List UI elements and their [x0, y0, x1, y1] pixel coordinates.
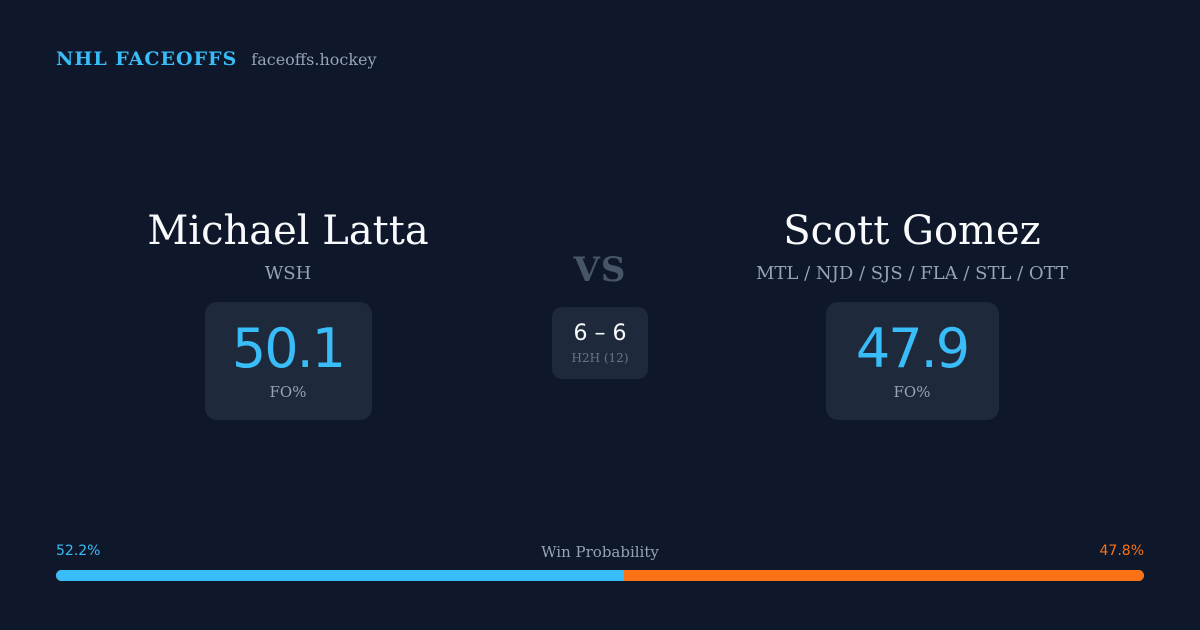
brand-title: NHL FACEOFFS [56, 48, 238, 70]
versus-label: VS [573, 250, 627, 290]
win-probability-title: Win Probability [541, 543, 659, 561]
faceoff-label: FO% [269, 383, 307, 401]
win-probability-right: 47.8% [1099, 543, 1144, 559]
head-to-head-score: 6 – 6 [573, 321, 627, 346]
faceoff-label: FO% [893, 383, 931, 401]
win-probability-fill-left [56, 570, 624, 581]
player-team: WSH [264, 263, 312, 284]
player-name: Michael Latta [147, 208, 429, 254]
faceoff-stat-card: 47.9 FO% [825, 302, 999, 420]
player-left: Michael Latta WSH 50.1 FO% [58, 205, 518, 420]
win-probability-fill-right [623, 570, 1144, 581]
faceoff-percentage: 50.1 [231, 317, 346, 380]
brand-header: NHL FACEOFFS faceoffs.hockey [56, 48, 377, 70]
player-team: MTL / NJD / SJS / FLA / STL / OTT [755, 263, 1069, 284]
player-right: Scott Gomez MTL / NJD / SJS / FLA / STL … [682, 205, 1142, 420]
win-probability-labels: 52.2% Win Probability 47.8% [56, 543, 1144, 563]
head-to-head-card: 6 – 6 H2H (12) [552, 307, 648, 379]
win-probability-bar [56, 570, 1144, 581]
faceoff-stat-card: 50.1 FO% [204, 302, 372, 420]
win-probability-left: 52.2% [56, 543, 101, 559]
player-name: Scott Gomez [783, 208, 1041, 254]
faceoff-percentage: 47.9 [855, 317, 970, 380]
brand-domain: faceoffs.hockey [251, 50, 377, 69]
head-to-head-label: H2H (12) [571, 351, 629, 365]
